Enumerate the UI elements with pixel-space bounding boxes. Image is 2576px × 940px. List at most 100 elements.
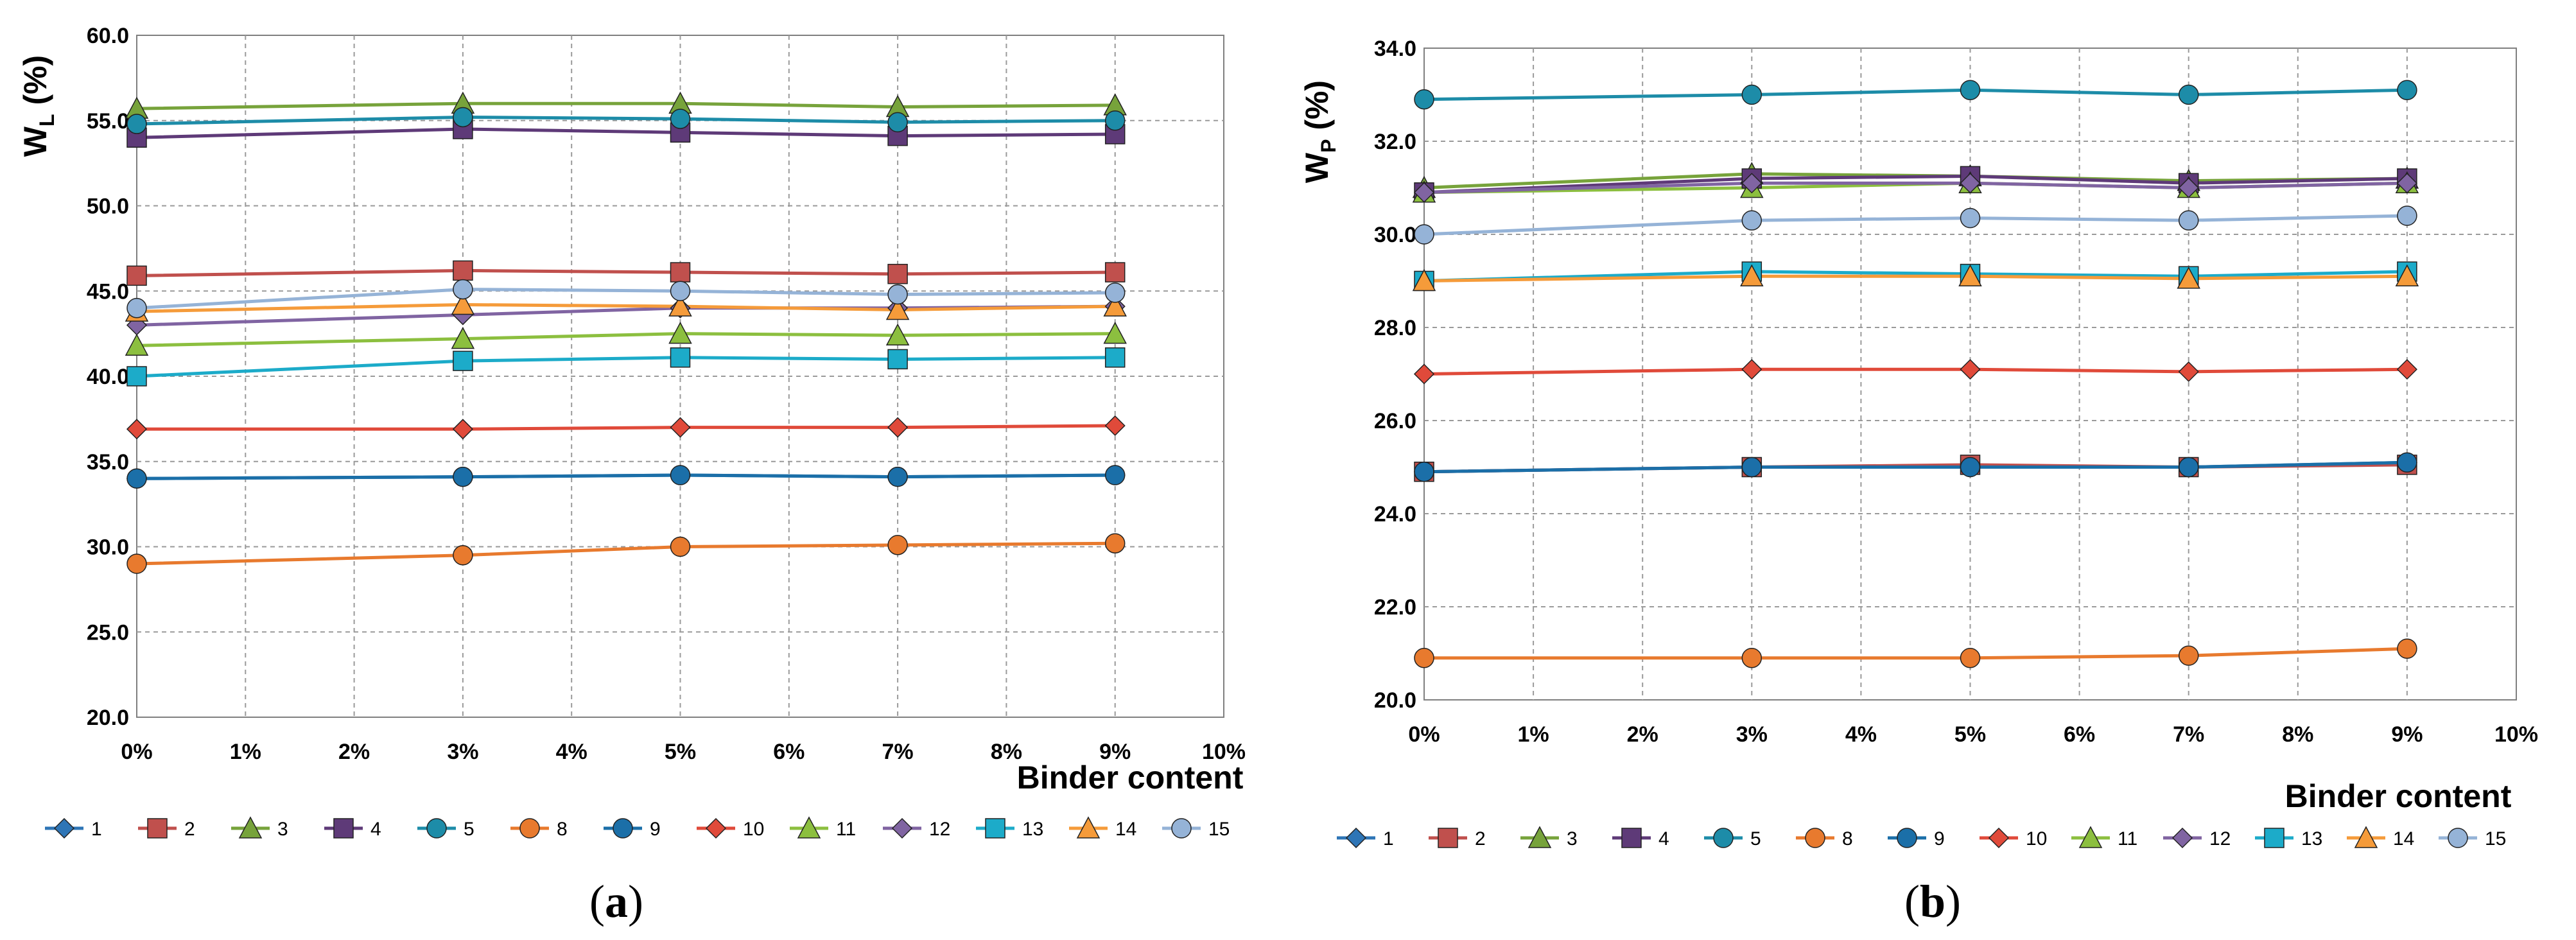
legend-label-13: 13 bbox=[1022, 819, 1043, 840]
panel-label-close: ) bbox=[1945, 876, 1961, 927]
series-10-point bbox=[2178, 361, 2199, 382]
series-14-point bbox=[451, 292, 475, 315]
y-tick-label: 30.0 bbox=[87, 535, 129, 560]
legend-label-1: 1 bbox=[91, 819, 102, 840]
series-9-point bbox=[2397, 452, 2417, 473]
series-8-point bbox=[1741, 648, 1762, 668]
x-tick-label: 5% bbox=[665, 740, 696, 764]
series-5-point bbox=[670, 109, 691, 129]
series-11-point bbox=[451, 326, 475, 349]
legend-marker-13 bbox=[2264, 828, 2284, 848]
panel-a-chart: 0% 1% 2% 3% 4% 5% 6% 7% 8% 9% 10% 20.0 25.0 30.0 35.0 4… bbox=[17, 24, 1246, 927]
series-13-point bbox=[670, 347, 691, 368]
series-5-point bbox=[1414, 89, 1434, 110]
series-10-point bbox=[887, 417, 909, 438]
panel-label: (b) bbox=[1904, 876, 1961, 927]
panel-b-chart: 0% 1% 2% 3% 4% 5% 6% 7% 8% 9% 10% 20.0 22.0 24.0 26.0 2… bbox=[1299, 37, 2538, 927]
series-5-point bbox=[453, 107, 473, 128]
legend-label-13: 13 bbox=[2301, 828, 2322, 849]
series-8-point bbox=[1414, 648, 1434, 668]
series-14-point bbox=[1740, 264, 1764, 286]
series-15-point bbox=[887, 284, 908, 305]
x-tick-label: 2% bbox=[338, 740, 370, 764]
series-5-point bbox=[1104, 110, 1126, 131]
series-15-point bbox=[1960, 207, 1981, 229]
series-10-point bbox=[1741, 359, 1762, 380]
legend-marker-12 bbox=[891, 817, 913, 839]
series-2-point bbox=[126, 265, 147, 286]
series-5-point bbox=[1741, 84, 1762, 105]
legend-marker-1 bbox=[53, 817, 75, 839]
series-14-point bbox=[2395, 264, 2419, 286]
x-tick-label: 3% bbox=[447, 740, 478, 764]
x-tick-label: 10% bbox=[1202, 740, 1246, 764]
y-axis-title-main: W bbox=[1299, 152, 1335, 183]
series-8-point bbox=[1960, 648, 1981, 668]
legend-label-4: 4 bbox=[1658, 828, 1669, 849]
legend-marker-9 bbox=[1897, 828, 1917, 848]
legend-marker-13 bbox=[985, 818, 1005, 839]
series-15-point bbox=[2397, 205, 2417, 226]
legend-label-10: 10 bbox=[743, 819, 764, 840]
legend-label-5: 5 bbox=[464, 819, 474, 840]
x-tick-label: 6% bbox=[2064, 722, 2095, 747]
series-12-point bbox=[2178, 177, 2199, 198]
series-10-point bbox=[452, 419, 473, 440]
x-tick-label: 4% bbox=[556, 740, 587, 764]
y-tick-label: 45.0 bbox=[87, 279, 129, 304]
series-12-point bbox=[1741, 173, 1762, 194]
legend-marker-8 bbox=[519, 818, 540, 839]
series-15-point bbox=[1414, 224, 1434, 245]
series-2-point bbox=[887, 263, 908, 284]
legend-marker-4 bbox=[333, 818, 354, 839]
series-5-point bbox=[887, 112, 908, 133]
series-9-point bbox=[1104, 465, 1126, 485]
series-14-point bbox=[885, 297, 910, 320]
series-9-point bbox=[887, 466, 908, 487]
legend-marker-2 bbox=[1438, 828, 1458, 848]
y-axis-title-main: W bbox=[17, 126, 53, 157]
series-8-point bbox=[670, 536, 691, 557]
x-tick-label: 9% bbox=[1099, 740, 1131, 764]
legend-label-2: 2 bbox=[1475, 828, 1486, 849]
series-13-point bbox=[453, 351, 473, 371]
series-12-point bbox=[1413, 182, 1435, 203]
legend-label-3: 3 bbox=[277, 819, 288, 840]
series-15-point bbox=[1741, 210, 1762, 231]
series-5-point bbox=[2178, 84, 2199, 105]
y-tick-label: 32.0 bbox=[1374, 130, 1416, 154]
y-axis-title-suffix: (%) bbox=[1299, 80, 1335, 139]
legend-marker-3 bbox=[238, 816, 263, 839]
series-9-point bbox=[453, 466, 473, 487]
legend-marker-12 bbox=[2171, 827, 2193, 849]
series-9-point bbox=[670, 465, 691, 485]
legend-marker-14 bbox=[1076, 816, 1101, 839]
series-9-point bbox=[1960, 457, 1981, 478]
legend-marker-10 bbox=[705, 817, 727, 839]
y-tick-label: 55.0 bbox=[87, 109, 129, 134]
legend-label-5: 5 bbox=[1750, 828, 1761, 849]
series-9-point bbox=[1741, 457, 1762, 478]
series-12-point bbox=[2396, 173, 2417, 194]
series-10-point bbox=[2396, 359, 2417, 380]
y-tick-label: 34.0 bbox=[1374, 37, 1416, 61]
y-tick-label: 26.0 bbox=[1374, 409, 1416, 433]
series-15-point bbox=[453, 279, 473, 300]
x-tick-label: 1% bbox=[1518, 722, 1549, 747]
x-tick-label: 8% bbox=[991, 740, 1022, 764]
legend-marker-15 bbox=[1171, 818, 1192, 839]
x-tick-label: 8% bbox=[2282, 722, 2313, 747]
series-10-point bbox=[670, 417, 691, 438]
y-axis-title-subscript: P bbox=[1317, 139, 1340, 153]
series-13-point bbox=[887, 349, 908, 370]
panel-label-open: ( bbox=[1904, 876, 1920, 927]
x-tick-label: 4% bbox=[1845, 722, 1877, 747]
series-10-point bbox=[126, 419, 148, 440]
x-tick-label: 7% bbox=[2173, 722, 2204, 747]
series-8-point bbox=[2178, 645, 2199, 666]
legend-label-12: 12 bbox=[2209, 828, 2231, 849]
y-axis-title-suffix: (%) bbox=[17, 55, 53, 114]
legend-label-8: 8 bbox=[557, 819, 568, 840]
series-13-point bbox=[1104, 347, 1126, 368]
